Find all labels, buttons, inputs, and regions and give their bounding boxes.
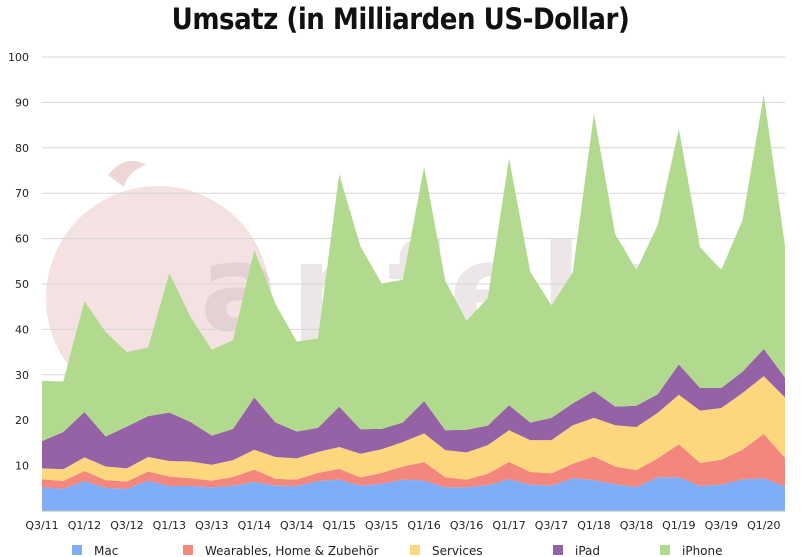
x-tick-label: Q3/13: [195, 519, 228, 532]
x-tick-label: Q1/17: [492, 519, 525, 532]
x-tick-label: Q3/15: [365, 519, 398, 532]
legend-swatch: [183, 545, 193, 555]
legend-label: Services: [432, 544, 483, 557]
legend-swatch: [410, 545, 420, 555]
area-services: [42, 376, 785, 482]
y-axis: 10 20 30 40 50 60 70 80 90 100: [8, 51, 29, 473]
y-tick-label: 20: [15, 414, 29, 427]
x-tick-label: Q3/12: [110, 519, 143, 532]
y-tick-label: 10: [15, 460, 29, 473]
x-tick-label: Q3/19: [705, 519, 738, 532]
x-tick-label: Q1/12: [68, 519, 101, 532]
area-iphone: [42, 94, 785, 442]
y-tick-label: 100: [8, 51, 29, 64]
series-areas: [42, 94, 785, 511]
area-wearables-home-zubeh-r: [42, 433, 785, 489]
chart-title: Umsatz (in Milliarden US-Dollar): [171, 2, 630, 36]
y-tick-label: 50: [15, 278, 29, 291]
x-tick-label: Q3/11: [25, 519, 58, 532]
x-axis: Q3/11 Q1/12 Q3/12 Q1/13 Q3/13 Q1/14 Q3/14 Q1/15…: [25, 510, 785, 532]
x-tick-label: Q1/16: [407, 519, 440, 532]
legend-label: iPad: [575, 544, 600, 557]
legend-label: iPhone: [682, 544, 723, 557]
legend-label: Mac: [94, 544, 118, 557]
y-tick-label: 40: [15, 323, 29, 336]
legend-swatch: [660, 545, 670, 555]
area-ipad: [42, 348, 785, 470]
y-tick-label: 80: [15, 142, 29, 155]
x-tick-label: Q1/14: [238, 519, 271, 532]
y-tick-label: 30: [15, 369, 29, 382]
x-tick-label: Q3/16: [450, 519, 483, 532]
x-tick-label: Q1/13: [153, 519, 186, 532]
x-tick-label: Q3/17: [535, 519, 568, 532]
legend: Mac Wearables, Home & Zubehör Services iPad…: [72, 544, 723, 557]
y-tick-label: 70: [15, 187, 29, 200]
watermark-leaf: [108, 160, 146, 187]
y-tick-label: 90: [15, 96, 29, 109]
x-tick-label: Q1/15: [323, 519, 356, 532]
legend-swatch: [72, 545, 82, 555]
y-tick-label: 60: [15, 233, 29, 246]
x-tick-label: Q3/18: [620, 519, 653, 532]
x-tick-label: Q1/20: [747, 519, 780, 532]
x-tick-label: Q1/18: [577, 519, 610, 532]
legend-label: Wearables, Home & Zubehör: [205, 544, 379, 557]
legend-swatch: [553, 545, 563, 555]
x-tick-label: Q1/19: [662, 519, 695, 532]
area-mac: [42, 477, 785, 511]
x-tick-label: Q3/14: [280, 519, 313, 532]
